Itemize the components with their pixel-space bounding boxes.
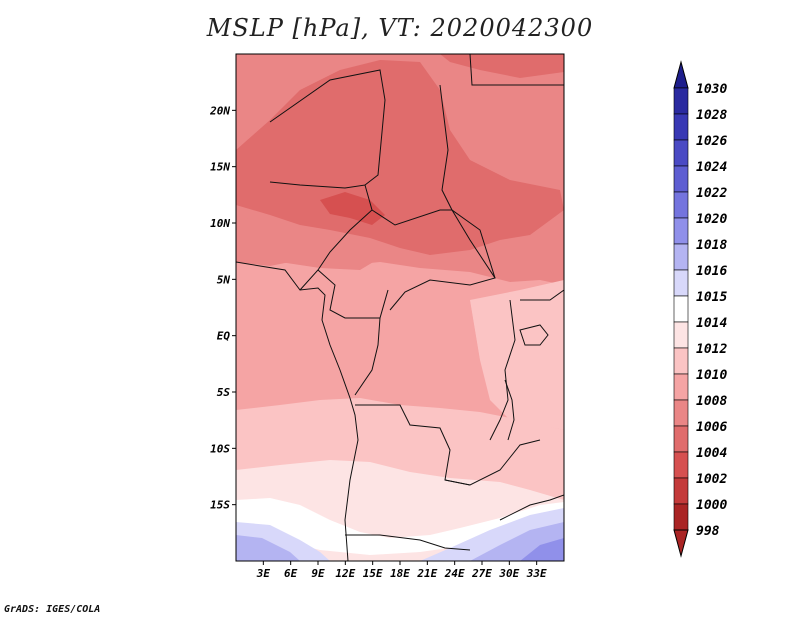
field-1006-sahel <box>236 60 564 255</box>
colorbar-swatch-1024 <box>673 139 689 167</box>
border-cameroon <box>317 269 389 319</box>
x-tick-label: 30E <box>498 567 519 580</box>
x-tick-label: 6E <box>284 567 298 580</box>
country-borders <box>236 54 564 561</box>
colorbar-top-arrow <box>673 60 689 89</box>
colorbar-swatch-1018 <box>673 217 689 245</box>
y-tick-label: 10N <box>210 217 230 230</box>
colorbar-swatch-1015 <box>673 269 689 297</box>
colorbar-label: 1004 <box>696 446 727 461</box>
field-1008-coastal-west <box>236 215 380 270</box>
x-tick-label: 33E <box>526 567 547 580</box>
colorbar-label: 1008 <box>696 394 727 409</box>
y-tick-label: EQ <box>217 330 231 343</box>
x-tick-label: 24E <box>444 567 465 580</box>
lake-victoria <box>519 324 549 346</box>
colorbar-swatch-1006 <box>673 399 689 427</box>
y-tick-label: 15S <box>210 499 230 512</box>
colorbar-label: 1022 <box>696 186 727 201</box>
colorbar-swatch-1002 <box>673 451 689 479</box>
border-zambia <box>444 439 541 486</box>
colorbar-label: 1000 <box>696 498 727 513</box>
colorbar-swatch-1022 <box>673 165 689 193</box>
chart-title: MSLP [hPa], VT: 2020042300 <box>206 14 594 42</box>
y-tick-label: 10S <box>210 442 230 455</box>
x-tick-label: 3E <box>256 567 271 580</box>
x-tick-label: 18E <box>390 567 410 580</box>
colorbar-label: 1015 <box>696 290 727 305</box>
x-tick-label: 15E <box>363 567 383 580</box>
border-niger-chad <box>269 69 386 186</box>
colorbar-label: 1024 <box>696 160 727 175</box>
x-tick-label: 9E <box>311 567 325 580</box>
colorbar-label: 1020 <box>696 212 727 227</box>
coastline-west <box>236 261 359 561</box>
colorbar-swatch-1010 <box>673 347 689 375</box>
field-1020-southeast <box>520 538 564 561</box>
border-sudan <box>439 84 496 279</box>
colorbar-swatch-1004 <box>673 425 689 453</box>
border-angola-namibia <box>345 534 471 551</box>
colorbar-swatch-1028 <box>673 87 689 115</box>
colorbar-label: 1018 <box>696 238 727 253</box>
colorbar-label: 1012 <box>696 342 727 357</box>
border-mozambique <box>499 494 564 521</box>
colorbar-label: 1016 <box>696 264 727 279</box>
border-congo <box>354 317 381 396</box>
y-tick-label: 20N <box>209 104 230 117</box>
field-1006-northeast <box>440 54 564 78</box>
x-tick-label: 27E <box>471 567 492 580</box>
field-1004-chad <box>320 192 385 225</box>
colorbar-swatch-1026 <box>673 113 689 141</box>
y-tick-label: 15N <box>210 161 230 174</box>
field-1018-southwest <box>236 535 300 561</box>
border-northeast <box>469 54 564 86</box>
colorbar-label: 1026 <box>696 134 727 149</box>
colorbar-label: 1028 <box>696 108 727 123</box>
colorbar-swatch-1012 <box>673 321 689 349</box>
colorbar: 1030 1028 1026 1024 1022 1020 1018 1016 1015 1014… <box>673 60 727 558</box>
y-tick-label: 5N <box>217 273 231 286</box>
border-car <box>371 209 496 311</box>
border-ethiopia <box>520 289 564 301</box>
colorbar-label: 1014 <box>696 316 727 331</box>
y-tick-label: 5S <box>217 386 231 399</box>
y-axis: 20N 15N 10N 5N EQ 5S 10S 15S <box>209 104 236 512</box>
x-axis: 3E 6E 9E 12E 15E 18E 21E 24E 27E 30E 33E <box>256 561 547 580</box>
colorbar-label: 1002 <box>696 472 727 487</box>
colorbar-swatch-1000 <box>673 477 689 505</box>
field-1012-east <box>470 280 564 430</box>
colorbar-label: 1010 <box>696 368 727 383</box>
colorbar-swatch-1016 <box>673 243 689 271</box>
colorbar-swatch-1014 <box>673 295 689 323</box>
colorbar-swatch-1008 <box>673 373 689 401</box>
colorbar-swatch-998 <box>673 503 689 531</box>
colorbar-label: 998 <box>696 524 720 539</box>
pressure-field <box>236 54 564 561</box>
grads-credit: GrADS: IGES/COLA <box>4 604 101 615</box>
colorbar-swatch-1020 <box>673 191 689 219</box>
x-tick-label: 12E <box>335 567 355 580</box>
colorbar-label: 1006 <box>696 420 727 435</box>
colorbar-bottom-arrow <box>673 529 689 558</box>
x-tick-label: 21E <box>416 567 437 580</box>
lake-tanganyika <box>504 379 515 441</box>
colorbar-label: 1030 <box>696 82 727 97</box>
